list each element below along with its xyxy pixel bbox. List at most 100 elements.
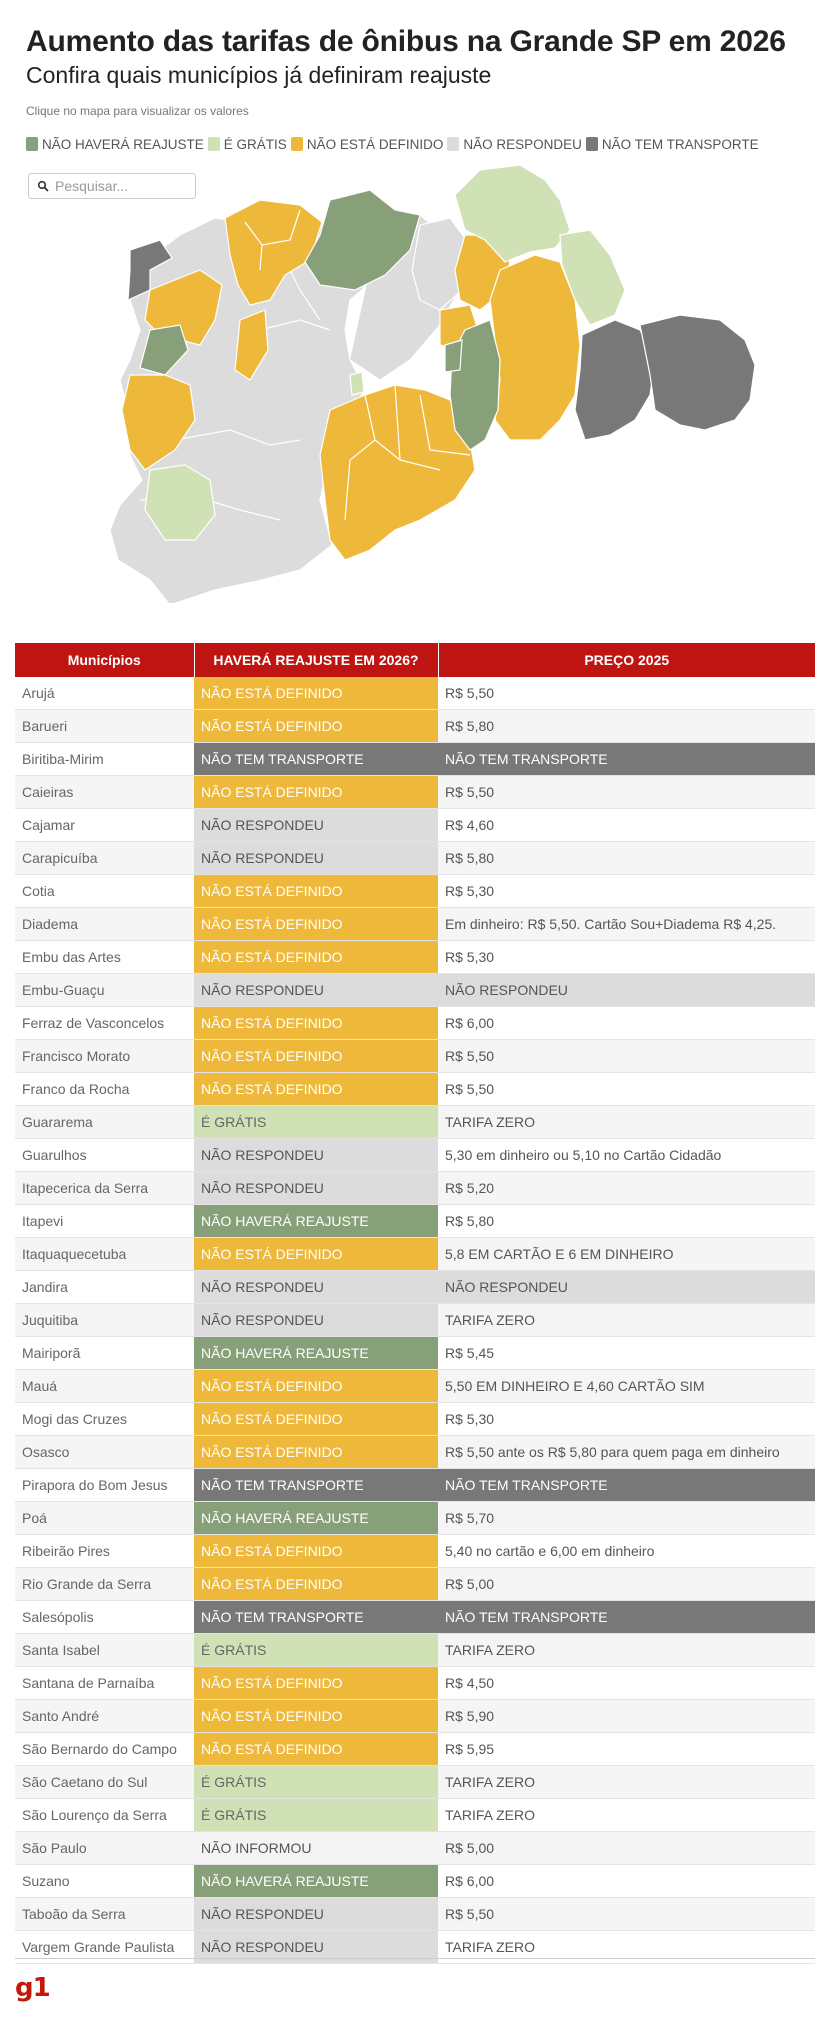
table-row: Arujá NÃO ESTÁ DEFINIDO R$ 5,50: [15, 677, 815, 710]
status-cell: NÃO ESTÁ DEFINIDO: [194, 1039, 438, 1073]
price-cell: TARIFA ZERO: [438, 1633, 815, 1667]
legend-label: NÃO TEM TRANSPORTE: [601, 136, 759, 152]
municipio-cell: Santana de Parnaíba: [15, 1666, 194, 1700]
price-cell: R$ 5,95: [438, 1732, 815, 1766]
map-region-mairipora[interactable]: [304, 189, 421, 291]
municipio-cell: Arujá: [15, 677, 194, 710]
municipio-cell: Ferraz de Vasconcelos: [15, 1006, 194, 1040]
table-row: Itapecerica da Serra NÃO RESPONDEU R$ 5,20: [15, 1171, 815, 1205]
map-region-mogi-das-cruzes[interactable]: [489, 254, 581, 441]
status-cell: NÃO INFORMOU: [194, 1831, 438, 1865]
table-row: Embu-Guaçu NÃO RESPONDEU NÃO RESPONDEU: [15, 973, 815, 1007]
table-row: Barueri NÃO ESTÁ DEFINIDO R$ 5,80: [15, 709, 815, 743]
status-cell: NÃO ESTÁ DEFINIDO: [194, 1534, 438, 1568]
status-cell: NÃO ESTÁ DEFINIDO: [194, 1666, 438, 1700]
price-cell: R$ 5,50 ante os R$ 5,80 para quem paga e…: [438, 1435, 815, 1469]
municipio-cell: Diadema: [15, 907, 194, 941]
map-region-cajamar[interactable]: [234, 309, 269, 381]
price-cell: NÃO TEM TRANSPORTE: [438, 1600, 815, 1634]
map-region-abc[interactable]: [319, 384, 476, 561]
status-cell: NÃO RESPONDEU: [194, 1270, 438, 1304]
table-row: Suzano NÃO HAVERÁ REAJUSTE R$ 6,00: [15, 1864, 815, 1898]
price-cell: R$ 5,50: [438, 1072, 815, 1106]
price-cell: R$ 5,30: [438, 1402, 815, 1436]
table-row: Diadema NÃO ESTÁ DEFINIDO Em dinheiro: R$ …: [15, 907, 815, 941]
price-cell: R$ 5,50: [438, 1039, 815, 1073]
table-row: Juquitiba NÃO RESPONDEU TARIFA ZERO: [15, 1303, 815, 1337]
page-title: Aumento das tarifas de ônibus na Grande …: [26, 25, 786, 58]
legend-swatch: [26, 137, 38, 151]
column-header-reajuste[interactable]: HAVERÁ REAJUSTE EM 2026?: [194, 643, 439, 677]
status-cell: NÃO TEM TRANSPORTE: [194, 1600, 438, 1634]
column-header-preco[interactable]: PREÇO 2025: [438, 643, 815, 677]
legend-label: NÃO RESPONDEU: [463, 136, 582, 152]
status-cell: NÃO TEM TRANSPORTE: [194, 742, 438, 776]
legend-swatch: [585, 137, 598, 151]
table-row: Ribeirão Pires NÃO ESTÁ DEFINIDO 5,40 no c…: [15, 1534, 815, 1568]
status-cell: É GRÁTIS: [194, 1105, 438, 1139]
search-input[interactable]: [55, 178, 185, 194]
map-region-biritiba-mirim[interactable]: [574, 319, 656, 441]
map-region-sao-caetano-do-sul[interactable]: [349, 371, 365, 396]
status-cell: NÃO ESTÁ DEFINIDO: [194, 1699, 438, 1733]
column-header-municipios[interactable]: Municípios: [15, 643, 195, 677]
table-row: Cajamar NÃO RESPONDEU R$ 4,60: [15, 808, 815, 842]
status-cell: É GRÁTIS: [194, 1633, 438, 1667]
municipio-cell: Mairiporã: [15, 1336, 194, 1370]
municipio-cell: Biritiba-Mirim: [15, 742, 194, 776]
map-region-guarulhos[interactable]: [411, 217, 471, 311]
legend-item-nao-esta-definido: NÃO ESTÁ DEFINIDO: [290, 137, 443, 152]
status-cell: NÃO HAVERÁ REAJUSTE: [194, 1336, 438, 1370]
municipio-cell: Taboão da Serra: [15, 1897, 194, 1931]
table-row: Mairiporã NÃO HAVERÁ REAJUSTE R$ 5,45: [15, 1336, 815, 1370]
map-legend: NÃO HAVERÁ REAJUSTE É GRÁTIS NÃO ESTÁ DE…: [26, 134, 763, 154]
map-region-itapevi[interactable]: [139, 324, 189, 376]
price-cell: TARIFA ZERO: [438, 1303, 815, 1337]
municipio-cell: Francisco Morato: [15, 1039, 194, 1073]
municipio-cell: Santa Isabel: [15, 1633, 194, 1667]
map-region-pirapora-do-bom-jesus[interactable]: [127, 239, 173, 301]
map-region-guararema[interactable]: [559, 229, 626, 326]
table-header-row: Municípios HAVERÁ REAJUSTE EM 2026? PREÇ…: [15, 643, 815, 677]
status-cell: NÃO ESTÁ DEFINIDO: [194, 1567, 438, 1601]
price-cell: TARIFA ZERO: [438, 1105, 815, 1139]
region-map[interactable]: [80, 163, 760, 603]
legend-item-e-gratis: É GRÁTIS: [207, 137, 287, 152]
municipio-cell: Mogi das Cruzes: [15, 1402, 194, 1436]
map-region-cotia[interactable]: [121, 374, 196, 471]
map-region-franco-da-rocha[interactable]: [224, 199, 323, 306]
table-row: Guarulhos NÃO RESPONDEU 5,30 em dinheiro o…: [15, 1138, 815, 1172]
municipio-cell: Itapevi: [15, 1204, 194, 1238]
search-box[interactable]: [28, 173, 196, 199]
price-cell: R$ 5,30: [438, 940, 815, 974]
municipio-cell: Osasco: [15, 1435, 194, 1469]
price-cell: R$ 5,80: [438, 709, 815, 743]
map-region-sao-lourenco-da-serra[interactable]: [144, 464, 216, 541]
map-region-poa[interactable]: [444, 339, 463, 373]
map-region-suzano[interactable]: [449, 319, 501, 451]
price-cell: NÃO TEM TRANSPORTE: [438, 742, 815, 776]
table-row: Franco da Rocha NÃO ESTÁ DEFINIDO R$ 5,50: [15, 1072, 815, 1106]
municipio-cell: São Paulo: [15, 1831, 194, 1865]
status-cell: NÃO ESTÁ DEFINIDO: [194, 874, 438, 908]
price-cell: NÃO TEM TRANSPORTE: [438, 1468, 815, 1502]
price-cell: R$ 5,20: [438, 1171, 815, 1205]
table-row: Ferraz de Vasconcelos NÃO ESTÁ DEFINIDO R$…: [15, 1006, 815, 1040]
table-row: Cotia NÃO ESTÁ DEFINIDO R$ 5,30: [15, 874, 815, 908]
status-cell: NÃO RESPONDEU: [194, 841, 438, 875]
municipio-cell: Barueri: [15, 709, 194, 743]
status-cell: NÃO ESTÁ DEFINIDO: [194, 775, 438, 809]
table-row: Jandira NÃO RESPONDEU NÃO RESPONDEU: [15, 1270, 815, 1304]
map-region-santana-de-parnaiba[interactable]: [144, 269, 223, 346]
map-region-salesopolis[interactable]: [639, 314, 756, 431]
status-cell: NÃO RESPONDEU: [194, 1897, 438, 1931]
table-row: Santa Isabel É GRÁTIS TARIFA ZERO: [15, 1633, 815, 1667]
legend-label: NÃO HAVERÁ REAJUSTE: [42, 136, 204, 152]
status-cell: NÃO RESPONDEU: [194, 808, 438, 842]
municipio-cell: São Bernardo do Campo: [15, 1732, 194, 1766]
table-row: São Caetano do Sul É GRÁTIS TARIFA ZERO: [15, 1765, 815, 1799]
price-cell: R$ 5,00: [438, 1831, 815, 1865]
municipio-cell: São Lourenço da Serra: [15, 1798, 194, 1832]
price-cell: R$ 5,00: [438, 1567, 815, 1601]
table-row: São Paulo NÃO INFORMOU R$ 5,00: [15, 1831, 815, 1865]
